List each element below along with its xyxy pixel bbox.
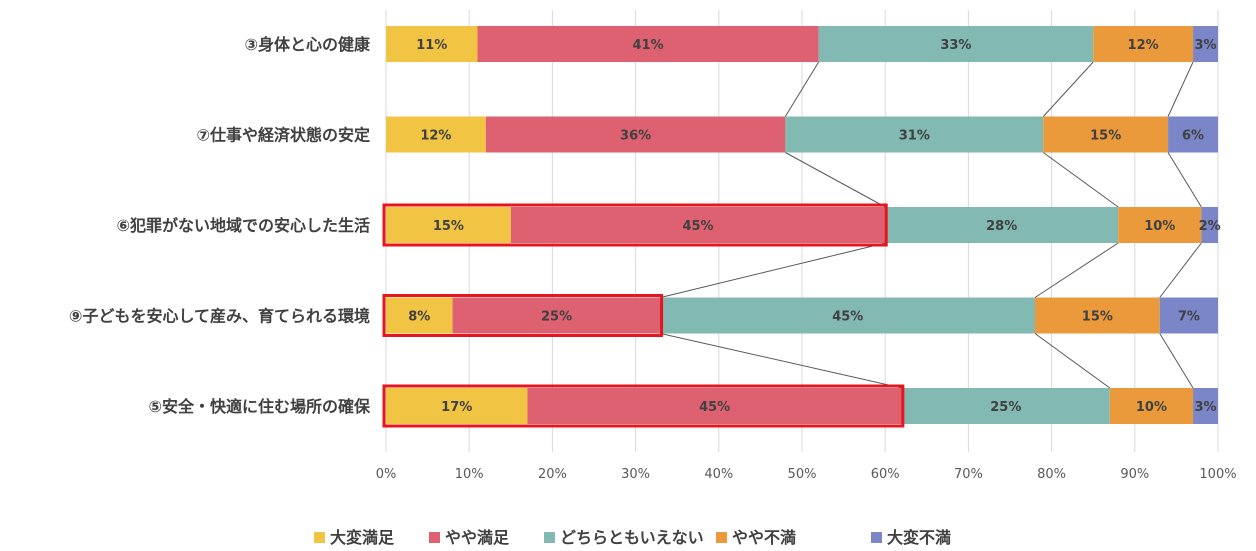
- data-label: 28%: [986, 219, 1017, 234]
- data-label: 3%: [1194, 38, 1216, 53]
- bar-segment: [386, 388, 528, 424]
- bar-segment: [386, 297, 453, 334]
- bar-segment: [1159, 297, 1218, 334]
- data-label: 8%: [408, 310, 430, 325]
- bar-segment: [1093, 26, 1194, 62]
- data-label: 36%: [620, 129, 651, 144]
- category-label: ⑤安全・快適に住む場所の確保: [148, 397, 371, 416]
- data-label: 33%: [940, 38, 971, 53]
- highlight-box: [382, 294, 664, 337]
- legend-label: やや不満: [732, 528, 796, 547]
- connector-line: [1159, 333, 1194, 389]
- bar-segment: [1034, 297, 1160, 334]
- legend: 大変満足 やや満足 どちらともいえない やや不満 大変不満: [314, 528, 951, 547]
- bar-segment: [1201, 207, 1218, 243]
- data-label: 25%: [990, 400, 1021, 415]
- tick-label: 20%: [538, 467, 567, 482]
- data-label: 41%: [633, 38, 664, 53]
- data-label: 10%: [1144, 219, 1175, 234]
- data-label: 2%: [1199, 219, 1221, 234]
- data-label: 12%: [420, 129, 451, 144]
- data-label: 15%: [433, 219, 464, 234]
- bar-segment: [477, 26, 819, 62]
- data-label: 12%: [1128, 38, 1159, 53]
- tick-label: 60%: [871, 467, 900, 482]
- bar-segment: [452, 297, 661, 334]
- data-label: 10%: [1136, 400, 1167, 415]
- data-label: 3%: [1194, 400, 1216, 415]
- connector-line: [660, 242, 886, 298]
- bar-segment: [1043, 116, 1169, 153]
- bar-segment: [485, 116, 786, 153]
- connector-line: [785, 152, 886, 208]
- bar-segment: [510, 207, 886, 243]
- legend-label: 大変満足: [330, 528, 395, 547]
- series-connector-lines: [660, 61, 1202, 389]
- bar-segment: [885, 207, 1119, 243]
- connector-line: [1042, 152, 1119, 208]
- bar-segment: [527, 388, 902, 424]
- category-label: ⑨子どもを安心して産み、育てられる環境: [69, 307, 370, 326]
- bar-segment: [1118, 207, 1202, 243]
- tick-label: 10%: [455, 467, 484, 482]
- data-label: 7%: [1178, 310, 1200, 325]
- bar-segment: [901, 388, 1110, 424]
- x-axis-ticks: 0% 10% 20% 30% 40% 50% 60% 70% 80% 90% 100%: [376, 467, 1237, 482]
- bar-segment: [818, 26, 1094, 62]
- data-label: 25%: [541, 310, 572, 325]
- highlight-box: [382, 384, 905, 428]
- connector-line: [1034, 242, 1119, 298]
- bar-segment: [386, 207, 511, 243]
- data-label: 31%: [899, 129, 930, 144]
- bar-segment: [785, 116, 1044, 153]
- legend-swatch: [429, 532, 440, 543]
- tick-label: 100%: [1199, 467, 1236, 482]
- tick-label: 30%: [621, 467, 650, 482]
- bar-segment: [1109, 388, 1194, 424]
- bar-segment: [386, 26, 478, 62]
- tick-label: 80%: [1037, 467, 1066, 482]
- legend-swatch: [314, 532, 325, 543]
- legend-label: 大変不満: [887, 528, 951, 547]
- data-label: 6%: [1182, 129, 1204, 144]
- category-label: ⑦仕事や経済状態の安定: [196, 126, 370, 145]
- data-label: 11%: [416, 38, 447, 53]
- connector-line: [1034, 333, 1111, 389]
- legend-swatch: [544, 532, 555, 543]
- bar-segment: [660, 297, 1035, 334]
- bar-segment: [1193, 26, 1218, 62]
- legend-label: やや満足: [445, 528, 510, 547]
- legend-swatch: [871, 532, 882, 543]
- category-labels: ③身体と心の健康 ⑦仕事や経済状態の安定 ⑥犯罪がない地域での安心した生活 ⑨子どもを…: [69, 35, 371, 416]
- connector-line: [784, 61, 820, 117]
- data-label: 15%: [1090, 129, 1121, 144]
- data-label: 17%: [441, 400, 472, 415]
- connector-line: [660, 333, 902, 389]
- connector-line: [1159, 242, 1202, 298]
- legend-swatch: [716, 532, 727, 543]
- connector-line: [1042, 61, 1094, 117]
- category-label: ③身体と心の健康: [244, 35, 371, 54]
- tick-label: 50%: [788, 467, 817, 482]
- bar-segment: [1168, 116, 1218, 153]
- data-label: 45%: [832, 310, 863, 325]
- bars: 11% 41% 33% 12% 3% 12% 36% 31% 15% 6% 15% 45% 28% 10%…: [386, 26, 1221, 424]
- tick-label: 0%: [376, 467, 397, 482]
- tick-label: 70%: [954, 467, 983, 482]
- data-label: 45%: [699, 400, 730, 415]
- tick-label: 90%: [1120, 467, 1149, 482]
- category-label: ⑥犯罪がない地域での安心した生活: [116, 216, 370, 235]
- tick-label: 40%: [704, 467, 733, 482]
- data-label: 45%: [682, 219, 713, 234]
- connector-line: [1167, 61, 1194, 117]
- highlight-box: [382, 203, 888, 247]
- connector-line: [1167, 152, 1202, 208]
- highlight-boxes: [382, 203, 905, 428]
- legend-label: どちらともいえない: [560, 528, 704, 547]
- data-label: 15%: [1082, 310, 1113, 325]
- bar-segment: [1193, 388, 1218, 424]
- bar-segment: [386, 116, 486, 153]
